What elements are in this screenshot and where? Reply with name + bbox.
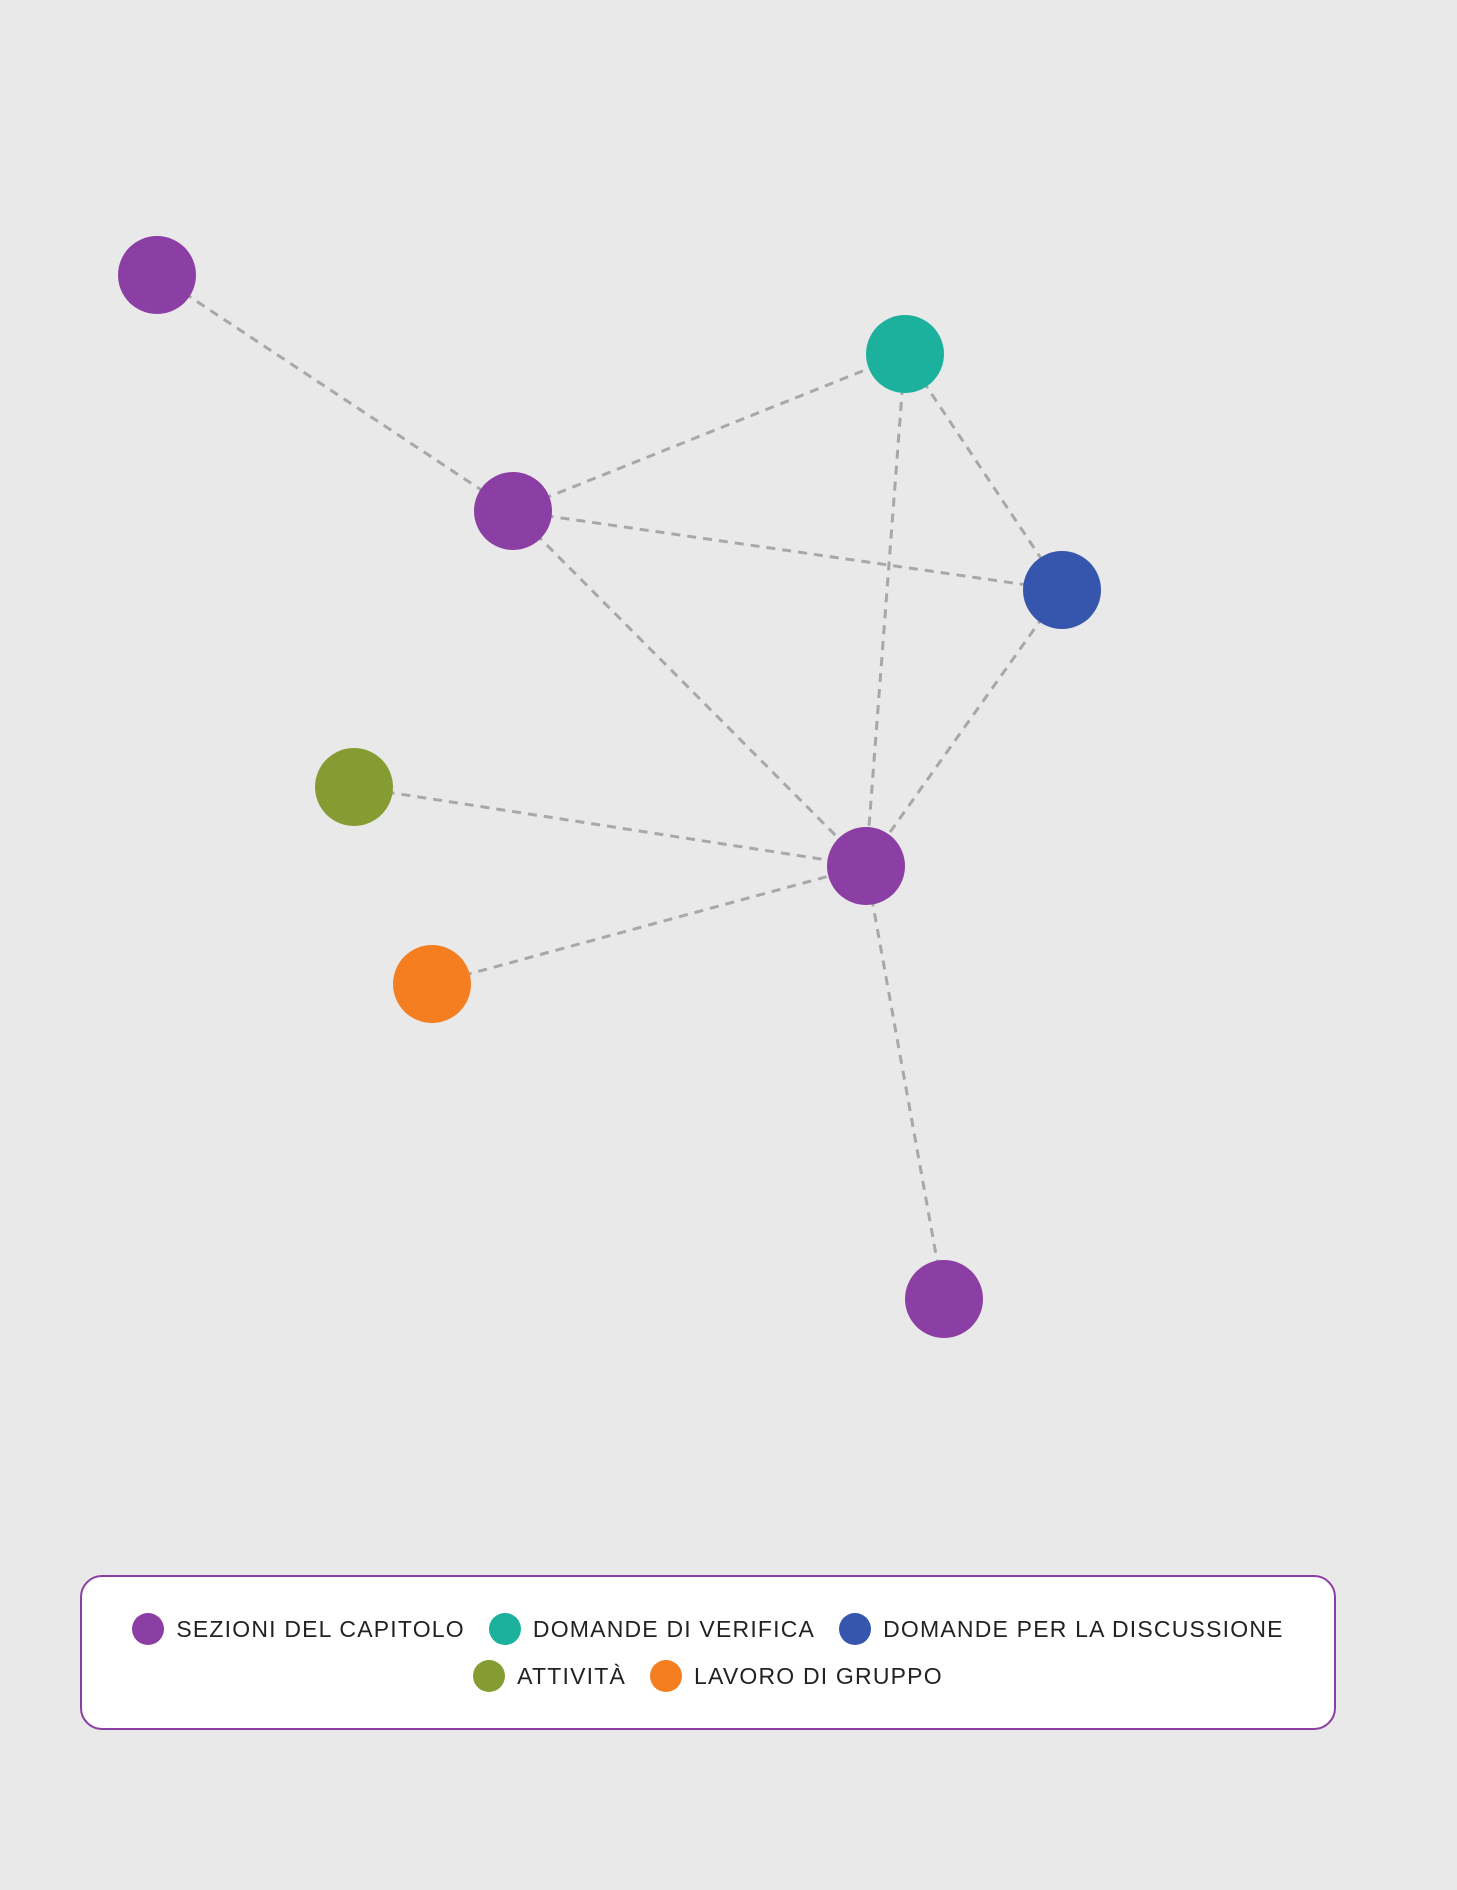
edge-hub-s3	[864, 865, 946, 1300]
node-q[interactable]	[866, 315, 944, 393]
legend-item-lavoro: LAVORO DI GRUPPO	[650, 1660, 943, 1692]
legend-label: ATTIVITÀ	[517, 1662, 626, 1689]
legend: SEZIONI DEL CAPITOLO DOMANDE DI VERIFICA…	[80, 1575, 1336, 1730]
node-g[interactable]	[393, 945, 471, 1023]
node-s3[interactable]	[905, 1260, 983, 1338]
legend-item-sezioni: SEZIONI DEL CAPITOLO	[132, 1613, 465, 1645]
edge-q-d	[903, 353, 1064, 591]
node-d[interactable]	[1023, 551, 1101, 629]
edge-g-hub	[431, 864, 867, 986]
legend-marker	[650, 1660, 682, 1692]
edge-d-hub	[864, 589, 1064, 867]
legend-item-verifica: DOMANDE DI VERIFICA	[488, 1613, 816, 1645]
legend-marker	[132, 1613, 165, 1645]
node-hub[interactable]	[827, 827, 905, 905]
edge-s1-s2	[156, 273, 514, 513]
legend-marker	[473, 1660, 506, 1692]
edge-s2-hub	[511, 509, 868, 868]
edge-q-hub	[864, 353, 907, 867]
legend-row: ATTIVITÀ LAVORO DI GRUPPO	[473, 1660, 943, 1692]
edge-a-hub	[353, 785, 867, 868]
edge-s2-d	[512, 509, 1063, 592]
edge-s2-q	[512, 352, 906, 513]
node-a[interactable]	[315, 748, 393, 826]
legend-label: SEZIONI DEL CAPITOLO	[176, 1615, 465, 1642]
legend-row: SEZIONI DEL CAPITOLO DOMANDE DI VERIFICA…	[132, 1613, 1283, 1645]
legend-marker	[488, 1613, 521, 1645]
legend-marker	[839, 1613, 872, 1645]
legend-item-discussione: DOMANDE PER LA DISCUSSIONE	[839, 1613, 1284, 1645]
legend-label: LAVORO DI GRUPPO	[694, 1662, 943, 1689]
node-s2[interactable]	[474, 472, 552, 550]
legend-label: DOMANDE PER LA DISCUSSIONE	[883, 1615, 1284, 1642]
node-s1[interactable]	[118, 236, 196, 314]
legend-label: DOMANDE DI VERIFICA	[532, 1615, 816, 1642]
legend-item-attivita: ATTIVITÀ	[473, 1660, 626, 1692]
